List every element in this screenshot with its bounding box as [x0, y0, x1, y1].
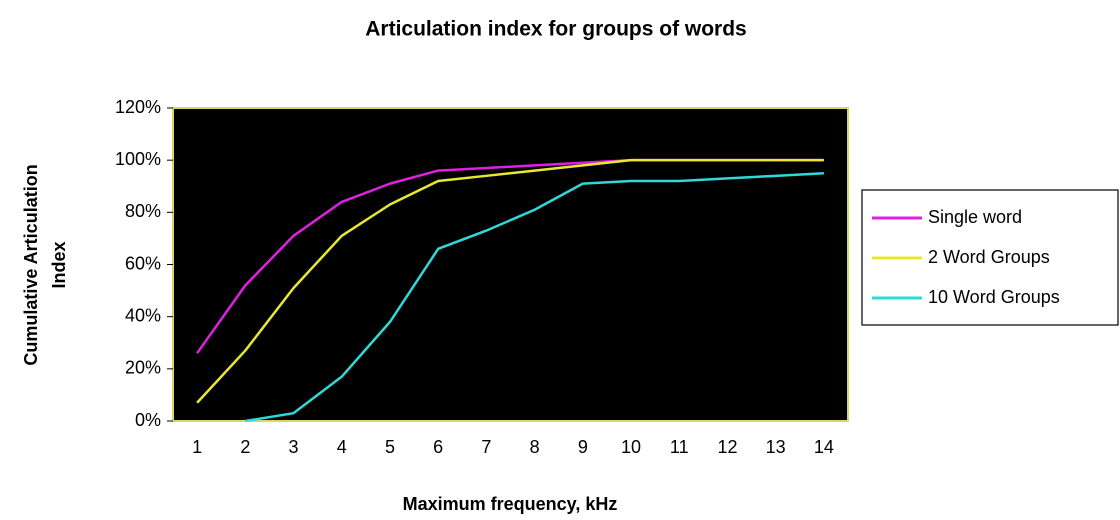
y-tick-label: 20%: [125, 358, 161, 378]
x-tick-label: 11: [670, 437, 689, 457]
y-axis-label-line: Index: [49, 241, 69, 288]
plot-area: [172, 107, 849, 422]
x-axis-label: Maximum frequency, kHz: [403, 494, 618, 514]
x-tick-label: 12: [717, 437, 737, 457]
x-tick-label: 7: [481, 437, 491, 457]
legend-label: 10 Word Groups: [928, 287, 1060, 307]
series-line: [196, 158, 824, 404]
y-tick-label: 60%: [125, 253, 161, 273]
series-line: [245, 171, 824, 423]
y-tick-label: 0%: [135, 410, 161, 430]
y-tick-label: 120%: [115, 97, 161, 117]
chart-title: Articulation index for groups of words: [365, 18, 747, 41]
x-tick-label: 13: [766, 437, 786, 457]
y-axis-label-line: Cumulative Articulation: [21, 164, 41, 365]
x-tick-label: 5: [385, 437, 395, 457]
y-tick-label: 40%: [125, 305, 161, 325]
y-tick-label: 100%: [115, 149, 161, 169]
y-axis-label: Cumulative Articulation Index: [21, 164, 69, 365]
y-tick-label: 80%: [125, 201, 161, 221]
x-tick-label: 2: [240, 437, 250, 457]
x-tick-label: 10: [621, 437, 641, 457]
x-tick-label: 9: [578, 437, 588, 457]
x-tick-label: 1: [192, 437, 202, 457]
x-tick-label: 3: [289, 437, 299, 457]
x-tick-label: 6: [433, 437, 443, 457]
x-tick-label: 8: [530, 437, 540, 457]
legend-label: Single word: [928, 207, 1022, 227]
legend-label: 2 Word Groups: [928, 247, 1050, 267]
x-tick-label: 4: [337, 437, 347, 457]
x-tick-label: 14: [814, 437, 834, 457]
